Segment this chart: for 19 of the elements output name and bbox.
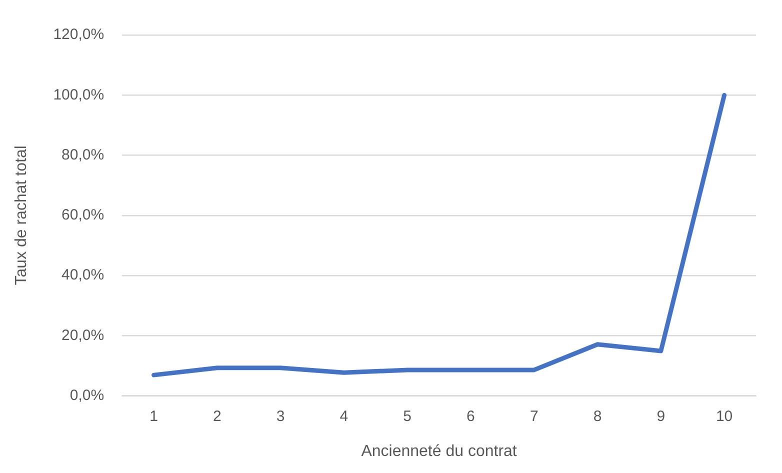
y-tick-label: 120,0% bbox=[53, 26, 104, 44]
x-tick-label: 9 bbox=[656, 408, 666, 425]
y-tick-label: 60,0% bbox=[62, 206, 104, 224]
y-tick-label: 0,0% bbox=[70, 386, 104, 404]
y-tick-label: 40,0% bbox=[62, 266, 104, 284]
x-axis-title: Ancienneté du contrat bbox=[361, 442, 518, 460]
x-tick-label: 6 bbox=[466, 408, 475, 425]
y-tick-label: 80,0% bbox=[62, 146, 104, 164]
x-tick-label: 4 bbox=[340, 408, 348, 425]
x-tick-label: 3 bbox=[276, 408, 285, 425]
x-tick-label: 1 bbox=[150, 408, 158, 425]
x-tick-label: 7 bbox=[530, 408, 538, 425]
y-tick-label: 20,0% bbox=[62, 326, 104, 344]
y-tick-label: 100,0% bbox=[53, 86, 104, 104]
x-tick-label: 10 bbox=[716, 408, 733, 425]
y-axis-title: Taux de rachat total bbox=[13, 146, 30, 286]
x-tick-label: 2 bbox=[212, 408, 222, 425]
x-tick-label: 5 bbox=[403, 408, 412, 425]
x-tick-label: 8 bbox=[593, 408, 602, 425]
